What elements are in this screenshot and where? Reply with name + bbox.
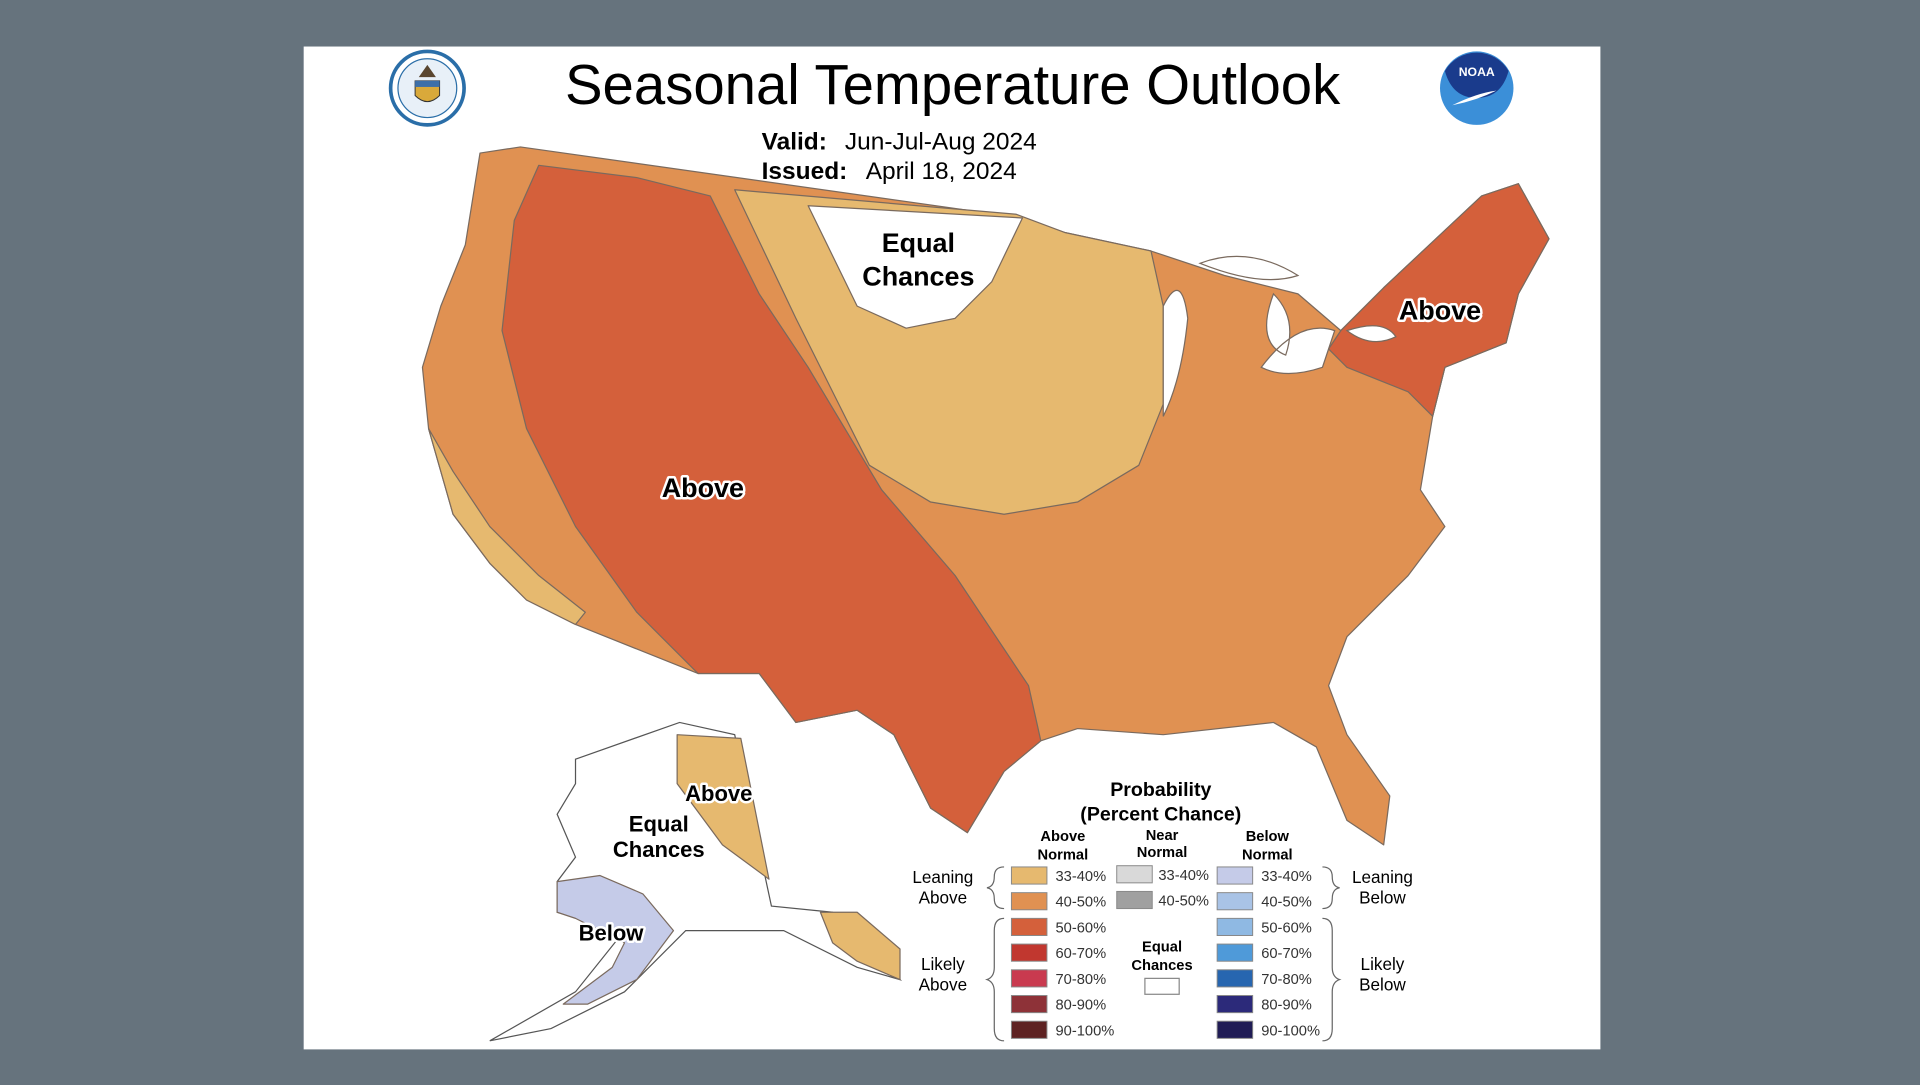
near-header: Normal [1137, 845, 1188, 861]
great-lakes [1162, 255, 1397, 417]
above-label: 50-60% [1056, 920, 1107, 936]
leaning-below-label: Leaning [1352, 867, 1413, 887]
equal-chances-swatch [1144, 977, 1180, 995]
equal-chances-legend-label: Equal [1142, 939, 1182, 955]
alaska-above-label: Above [685, 781, 752, 806]
legend-title: (Percent Chance) [1080, 803, 1241, 825]
leaning-above-label: Leaning [912, 867, 973, 887]
near-label: 33-40% [1158, 868, 1209, 884]
above-label: 90-100% [1056, 1023, 1115, 1039]
likely-above-label: Likely [921, 954, 965, 974]
alaska-below-region [556, 874, 675, 1005]
below-swatch [1216, 866, 1254, 885]
below-swatch [1216, 943, 1254, 962]
equal-chances-label: Chances [862, 261, 974, 291]
leaning-below-brace [1322, 866, 1340, 910]
likely-above-label: Above [919, 975, 968, 995]
above-swatch [1010, 969, 1048, 988]
likely-below-label: Likely [1361, 954, 1405, 974]
valid-label: Valid: [762, 128, 827, 155]
leaning-below-label: Below [1359, 888, 1406, 908]
above-swatch [1010, 892, 1048, 911]
below-label: 70-80% [1261, 972, 1312, 988]
below-label: 90-100% [1261, 1023, 1320, 1039]
near-header: Near [1146, 828, 1179, 844]
above-header: Above [1040, 829, 1085, 845]
above-header: Normal [1038, 848, 1089, 864]
below-label: 80-90% [1261, 998, 1312, 1014]
above-label: 33-40% [1056, 869, 1107, 885]
valid-value: Jun-Jul-Aug 2024 [845, 128, 1037, 155]
legend-title: Probability [1110, 779, 1211, 801]
noaa-logo: NOAA [1440, 51, 1514, 125]
below-label: 40-50% [1261, 895, 1312, 911]
above-label: 60-70% [1056, 946, 1107, 962]
below-label: 50-60% [1261, 920, 1312, 936]
below-header: Normal [1242, 848, 1293, 864]
alaska-equal-label: Equal [629, 811, 689, 836]
alaska-below-label: Below [579, 920, 645, 945]
below-swatch [1216, 995, 1254, 1014]
equal-chances-legend-label: Chances [1131, 958, 1192, 974]
below-swatch [1216, 917, 1254, 936]
below-header: Below [1246, 829, 1290, 845]
svg-text:NOAA: NOAA [1459, 65, 1495, 79]
leaning-above-brace [986, 866, 1005, 910]
california-33-40-region [427, 427, 586, 626]
below-swatch [1216, 969, 1254, 988]
above-swatch [1010, 995, 1048, 1014]
above-label: 80-90% [1056, 998, 1107, 1014]
likely-below-label: Below [1359, 975, 1406, 995]
alaska-equal-label: Chances [613, 837, 705, 862]
near-label: 40-50% [1158, 894, 1209, 910]
conus-map [421, 146, 1550, 846]
alaska-panhandle-region [819, 911, 901, 981]
equal-chances-label: Equal [882, 228, 955, 258]
likely-below-brace [1322, 917, 1342, 1042]
above-swatch [1010, 943, 1048, 962]
below-label: 33-40% [1261, 869, 1312, 885]
alaska-map [489, 721, 903, 1042]
below-swatch [1216, 1020, 1254, 1039]
near-swatch [1116, 890, 1153, 910]
above-label: 40-50% [1056, 895, 1107, 911]
above-swatch [1010, 866, 1048, 885]
below-label: 60-70% [1261, 946, 1312, 962]
west-above-label: Above [662, 473, 744, 503]
west-50-60-region [501, 164, 1042, 834]
leaning-above-label: Above [919, 888, 968, 908]
above-swatch [1010, 917, 1048, 936]
near-swatch [1116, 865, 1153, 884]
commerce-seal-logo [388, 49, 466, 127]
above-swatch [1010, 1020, 1048, 1039]
alaska-above-region [676, 734, 770, 880]
legend: Probability (Percent Chance) Above Norma… [912, 779, 1413, 1042]
page-title: Seasonal Temperature Outlook [565, 53, 1341, 116]
issued-label: Issued: [762, 158, 848, 185]
likely-above-brace [985, 917, 1005, 1042]
above-label: 70-80% [1056, 972, 1107, 988]
issued-value: April 18, 2024 [866, 158, 1017, 185]
below-swatch [1216, 892, 1254, 911]
northeast-above-label: Above [1399, 296, 1481, 326]
equal-chances-region [807, 205, 1024, 329]
